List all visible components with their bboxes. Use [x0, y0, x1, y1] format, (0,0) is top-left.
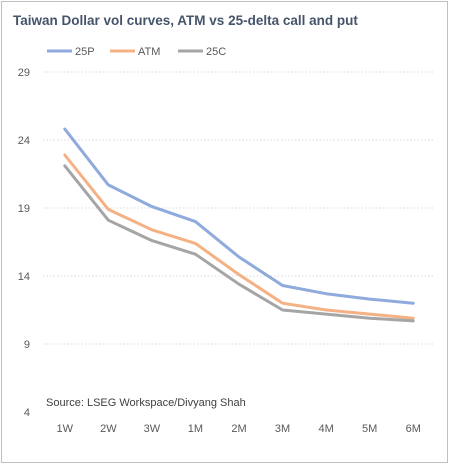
source-annotation: Source: LSEG Workspace/Divyang Shah: [46, 397, 246, 409]
x-tick-label: 2W: [100, 423, 117, 435]
x-tick-label: 1W: [57, 423, 74, 435]
x-axis-ticks: 1W 2W 3W 1M 2M 3M 4M 5M 6M: [57, 423, 421, 435]
x-tick-label: 5M: [362, 423, 377, 435]
x-tick-label: 6M: [406, 423, 421, 435]
series-line-25p: [63, 127, 415, 305]
chart-title: Taiwan Dollar vol curves, ATM vs 25-delt…: [13, 13, 358, 28]
y-tick-label: 14: [18, 271, 30, 283]
legend: 25P ATM 25C: [47, 46, 226, 58]
legend-label-25c: 25C: [206, 46, 226, 58]
legend-label-atm: ATM: [138, 46, 160, 58]
x-tick-label: 4M: [318, 423, 333, 435]
legend-label-25p: 25P: [75, 46, 95, 58]
y-tick-label: 9: [24, 339, 30, 351]
series-line-25c: [63, 164, 415, 323]
x-tick-label: 1M: [188, 423, 203, 435]
y-tick-label: 4: [24, 407, 30, 419]
y-tick-label: 19: [18, 203, 30, 215]
y-axis-ticks: 4 9 14 19 24 29: [18, 67, 30, 419]
y-tick-label: 24: [18, 135, 30, 147]
x-tick-label: 2M: [231, 423, 246, 435]
series-lines: [63, 127, 415, 323]
x-tick-label: 3M: [275, 423, 290, 435]
gridlines: [43, 71, 435, 345]
y-tick-label: 29: [18, 67, 30, 79]
series-line-atm: [63, 153, 415, 320]
x-tick-label: 3W: [144, 423, 161, 435]
